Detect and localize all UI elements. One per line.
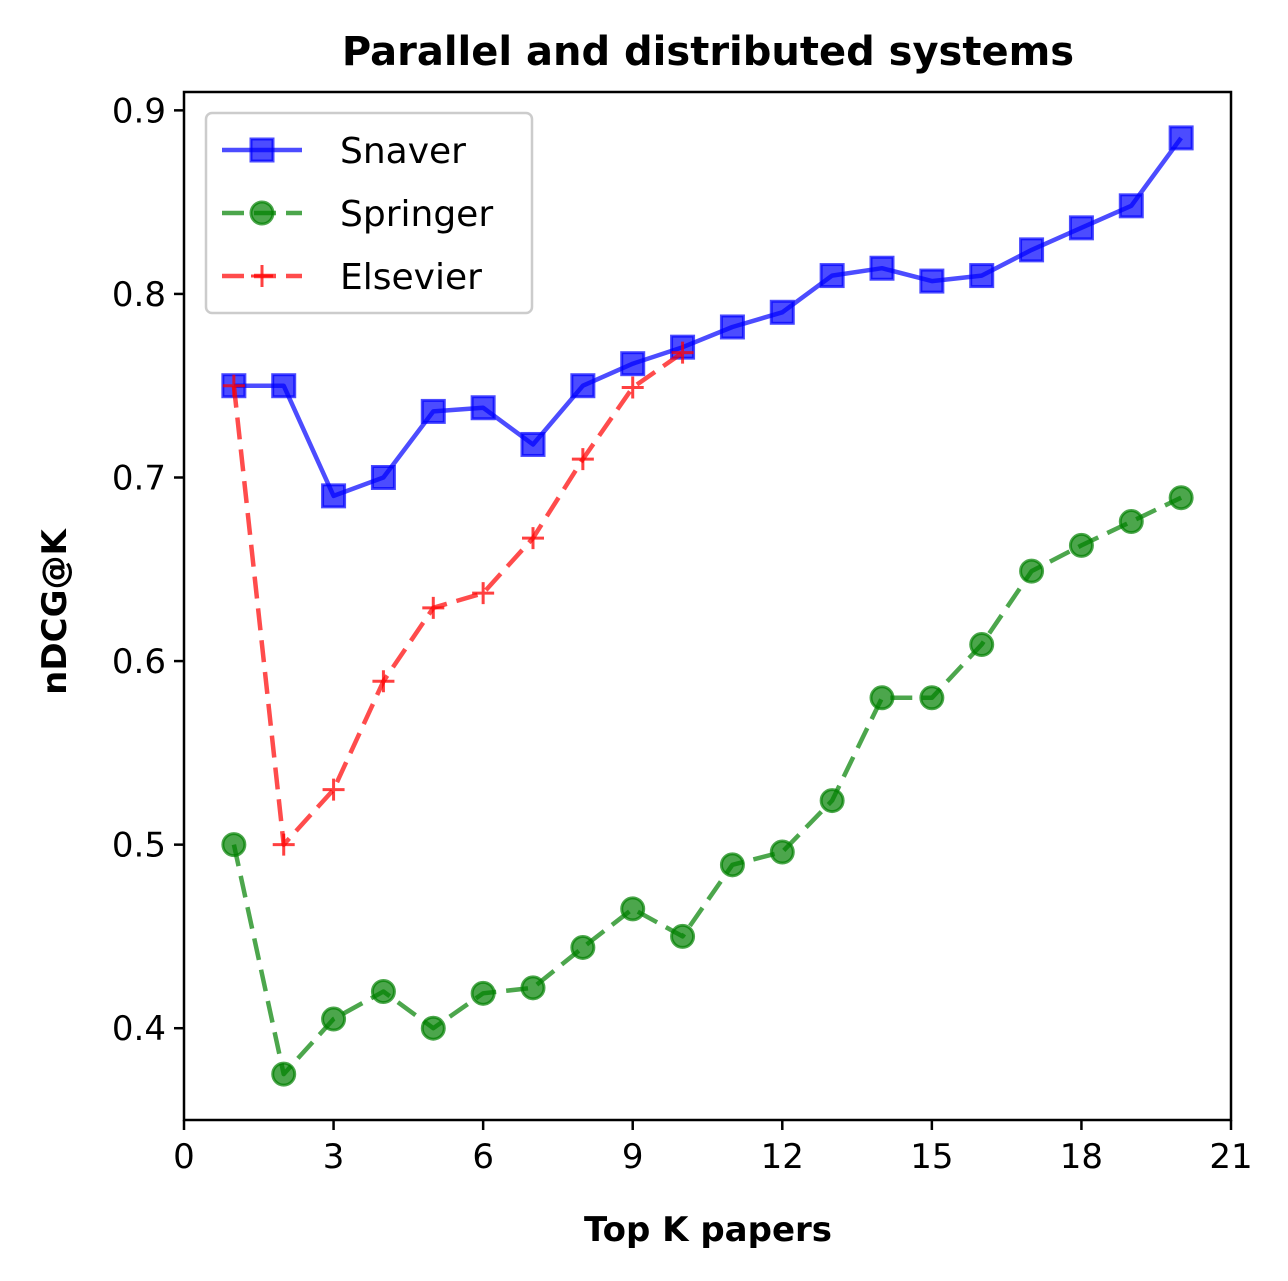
series-line-elsevier xyxy=(231,350,684,847)
data-point-springer xyxy=(570,934,596,960)
x-tick-label: 3 xyxy=(323,1137,345,1177)
y-tick-label: 0.6 xyxy=(112,642,166,682)
data-point-snaver xyxy=(819,263,845,289)
plot-frame xyxy=(182,90,1233,1122)
data-point-snaver xyxy=(570,373,596,399)
data-point-elsevier xyxy=(571,448,594,471)
data-point-elsevier xyxy=(422,596,445,619)
series-springer xyxy=(221,485,1194,1087)
y-tick-label: 0.7 xyxy=(112,459,166,499)
data-point-springer xyxy=(321,1006,347,1032)
legend-item-snaver: Snaver xyxy=(222,131,466,172)
data-point-elsevier xyxy=(322,778,345,801)
data-point-snaver xyxy=(1118,193,1144,219)
legend-label-snaver: Snaver xyxy=(340,131,466,172)
legend-item-springer: Springer xyxy=(222,194,493,235)
x-tick-label: 9 xyxy=(622,1137,644,1177)
data-point-snaver xyxy=(1019,237,1045,263)
data-point-springer xyxy=(520,975,546,1001)
series-elsevier xyxy=(222,341,694,856)
x-axis-label: Top K papers xyxy=(584,1210,832,1250)
legend-label-elsevier: Elsevier xyxy=(340,257,482,298)
data-point-snaver xyxy=(1068,215,1094,241)
data-point-snaver xyxy=(470,395,496,421)
data-point-springer xyxy=(819,788,845,814)
data-point-snaver xyxy=(420,398,446,424)
plot-area xyxy=(182,90,1233,1122)
data-point-elsevier xyxy=(621,376,644,399)
legend-label-springer: Springer xyxy=(340,194,493,235)
x-tick-label: 0 xyxy=(173,1137,195,1177)
legend-marker-snaver xyxy=(249,137,275,163)
data-point-snaver xyxy=(271,373,297,399)
y-axis-label: nDCG@K xyxy=(35,528,75,695)
x-tick-label: 6 xyxy=(472,1137,494,1177)
legend-box xyxy=(204,111,534,315)
x-tick-label: 18 xyxy=(1060,1137,1103,1177)
data-point-snaver xyxy=(969,263,995,289)
data-point-springer xyxy=(869,685,895,711)
chart-title: Parallel and distributed systems xyxy=(342,29,1074,75)
data-point-springer xyxy=(919,685,945,711)
data-point-springer xyxy=(271,1061,297,1087)
y-axis: 0.4 0.5 0.6 0.7 0.8 0.9 xyxy=(112,91,184,1049)
data-point-snaver xyxy=(719,314,745,340)
data-point-springer xyxy=(221,832,247,858)
data-point-elsevier xyxy=(222,374,245,397)
data-point-snaver xyxy=(869,255,895,281)
data-point-elsevier xyxy=(272,833,295,856)
y-tick-label: 0.8 xyxy=(112,275,166,315)
data-point-springer xyxy=(1118,509,1144,535)
data-point-elsevier xyxy=(372,670,395,693)
x-axis: 0 3 6 9 12 15 18 21 xyxy=(173,1120,1253,1177)
data-point-elsevier xyxy=(522,527,544,550)
y-tick-label: 0.5 xyxy=(112,826,166,866)
data-point-springer xyxy=(370,979,396,1004)
data-point-springer xyxy=(620,896,646,922)
data-point-springer xyxy=(719,852,745,878)
legend-item-elsevier: Elsevier xyxy=(222,257,482,298)
data-point-snaver xyxy=(1168,125,1194,151)
data-point-springer xyxy=(1019,558,1045,584)
series-layer xyxy=(221,125,1194,1087)
data-point-springer xyxy=(420,1015,446,1041)
data-point-snaver xyxy=(321,483,347,509)
x-tick-label: 21 xyxy=(1209,1137,1252,1177)
data-point-elsevier xyxy=(472,582,495,605)
legend: Snaver Springer Elsevier xyxy=(204,111,534,315)
data-point-springer xyxy=(1168,485,1194,511)
x-tick-label: 12 xyxy=(761,1137,804,1177)
legend-marker-elsevier xyxy=(251,265,273,287)
series-snaver xyxy=(221,125,1194,509)
data-point-snaver xyxy=(769,299,795,325)
data-point-snaver xyxy=(370,465,396,490)
data-point-springer xyxy=(969,632,995,658)
y-tick-label: 0.9 xyxy=(112,91,166,131)
data-point-springer xyxy=(470,980,496,1006)
legend-marker-springer xyxy=(249,200,275,226)
data-point-springer xyxy=(670,923,696,949)
data-point-snaver xyxy=(919,268,945,294)
data-point-snaver xyxy=(520,431,546,457)
y-tick-label: 0.4 xyxy=(112,1009,166,1049)
data-point-snaver xyxy=(620,351,646,377)
data-point-elsevier xyxy=(671,341,694,364)
data-point-springer xyxy=(769,839,795,865)
x-tick-label: 15 xyxy=(910,1137,953,1177)
data-point-springer xyxy=(1068,532,1094,558)
